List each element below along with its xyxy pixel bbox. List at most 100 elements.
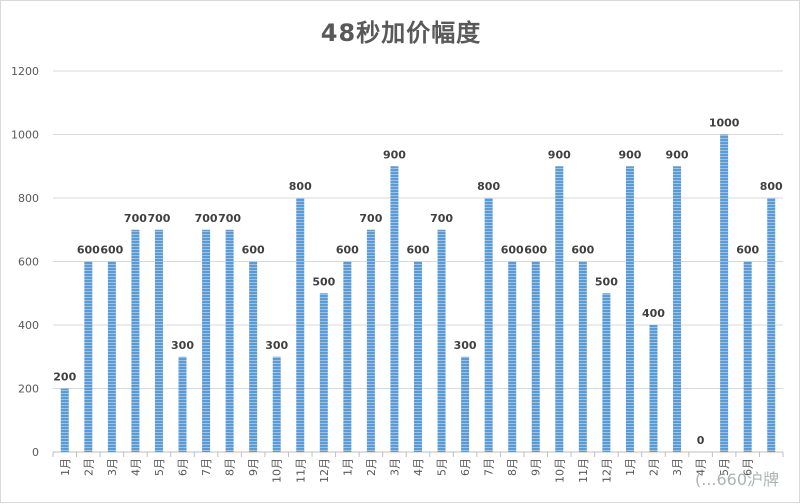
- bar-value-label: 600: [736, 244, 759, 257]
- bar: [437, 229, 446, 452]
- bar: [272, 356, 281, 452]
- bar-value-label: 300: [265, 339, 288, 352]
- y-tick-label: 400: [18, 319, 39, 332]
- x-tick-label: 3月: [388, 458, 401, 476]
- bar-value-label: 600: [501, 244, 524, 257]
- bar: [366, 229, 375, 452]
- bar: [461, 356, 470, 452]
- bar: [555, 166, 564, 452]
- x-tick-label: 1月: [624, 458, 637, 476]
- bar: [531, 261, 540, 452]
- x-tick-label: 12月: [318, 458, 331, 483]
- x-tick-label: 6月: [459, 458, 472, 476]
- x-tick-label: 9月: [247, 458, 260, 476]
- bar: [60, 388, 69, 452]
- x-tick-label: 4月: [129, 458, 142, 476]
- bar: [602, 293, 611, 452]
- y-axis: 0 200 400 600 800 1000 1200: [11, 65, 39, 459]
- x-tick-label: 7月: [200, 458, 213, 476]
- y-tick-label: 0: [32, 446, 39, 459]
- bar: [508, 261, 517, 452]
- bar-value-label: 700: [218, 212, 241, 225]
- bar: [767, 198, 776, 452]
- x-tick-label: 6月: [742, 458, 755, 476]
- bar-value-label: 700: [147, 212, 170, 225]
- bar-value-label: 900: [618, 148, 641, 161]
- x-tick-label: 6月: [177, 458, 190, 476]
- x-tick-label: 1月: [59, 458, 72, 476]
- x-axis: 1月 2月 3月 4月 5月 6月 7月 8月 9月 10月 11月 12月 1月 2月 3月 4月 5月 6月 7…: [52, 452, 784, 483]
- bar-value-label: 500: [595, 275, 618, 288]
- x-tick-label: 5月: [718, 458, 731, 476]
- bar-value-label: 700: [359, 212, 382, 225]
- bar-value-label: 600: [407, 244, 430, 257]
- y-tick-label: 1200: [11, 65, 39, 78]
- x-tick-label: 2月: [82, 458, 95, 476]
- watermark-logo: (...660沪牌: [694, 470, 779, 489]
- bar-value-label: 900: [666, 148, 689, 161]
- x-tick-label: 5月: [436, 458, 449, 476]
- y-tick-label: 600: [18, 256, 39, 269]
- bar-value-label: 1000: [709, 117, 740, 130]
- bar-value-label: 0: [697, 434, 705, 447]
- bar-value-label: 600: [524, 244, 547, 257]
- bar-value-label: 800: [289, 180, 312, 193]
- bar: [319, 293, 328, 452]
- bar: [296, 198, 305, 452]
- bar: [578, 261, 587, 452]
- bar: [649, 325, 658, 452]
- x-tick-label: 11月: [294, 458, 307, 483]
- bar-value-label: 600: [77, 244, 100, 257]
- y-tick-label: 800: [18, 192, 39, 205]
- bar-value-label: 600: [100, 244, 123, 257]
- x-tick-label: 2月: [647, 458, 660, 476]
- bar-value-label: 900: [548, 148, 571, 161]
- x-tick-label: 10月: [553, 458, 566, 483]
- x-tick-label: 4月: [695, 458, 708, 476]
- bar-value-label: 900: [383, 148, 406, 161]
- x-tick-label: 7月: [483, 458, 496, 476]
- x-tick-label: 11月: [577, 458, 590, 483]
- bar-value-label: 600: [571, 244, 594, 257]
- bar: [484, 198, 493, 452]
- x-tick-label: 3月: [671, 458, 684, 476]
- x-tick-label: 8月: [224, 458, 237, 476]
- bar-value-label: 400: [642, 307, 665, 320]
- x-tick-label: 2月: [365, 458, 378, 476]
- bar: [225, 229, 234, 452]
- bar-value-label: 600: [336, 244, 359, 257]
- bar: [743, 261, 752, 452]
- x-tick-label: 1月: [341, 458, 354, 476]
- bar-value-label: 200: [53, 371, 76, 384]
- bar-value-label: 800: [760, 180, 783, 193]
- bar: [625, 166, 634, 452]
- bar: [343, 261, 352, 452]
- bar-value-label: 700: [195, 212, 218, 225]
- bar: [178, 356, 187, 452]
- bar: [154, 229, 163, 452]
- bar: [673, 166, 682, 452]
- bar-value-label: 500: [312, 275, 335, 288]
- chart-title: 48秒加价幅度: [320, 19, 482, 47]
- y-tick-label: 200: [18, 383, 39, 396]
- bar: [84, 261, 93, 452]
- bar: [131, 229, 140, 452]
- x-tick-label: 3月: [106, 458, 119, 476]
- bar: [107, 261, 116, 452]
- bar-value-label: 700: [124, 212, 147, 225]
- y-tick-label: 1000: [11, 129, 39, 142]
- x-tick-label: 4月: [412, 458, 425, 476]
- bar: [414, 261, 422, 452]
- bar: [249, 261, 258, 452]
- x-tick-label: 8月: [506, 458, 519, 476]
- x-tick-label: 12月: [600, 458, 613, 483]
- x-tick-label: 5月: [153, 458, 166, 476]
- x-tick-label: 10月: [271, 458, 284, 483]
- bar-value-label: 300: [171, 339, 194, 352]
- bar-value-label: 800: [477, 180, 500, 193]
- bar: [202, 229, 211, 452]
- bar: [390, 166, 399, 452]
